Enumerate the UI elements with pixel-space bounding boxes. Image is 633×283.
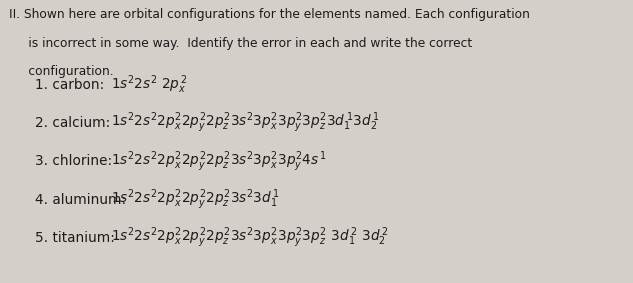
Text: $1s^{2}2s^{2}2p_{x}^{2}2p_{y}^{2}2p_{z}^{2}3s^{2}3p_{x}^{2}3p_{y}^{2}3p_{z}^{2}\: $1s^{2}2s^{2}2p_{x}^{2}2p_{y}^{2}2p_{z}^… — [111, 226, 388, 250]
Text: configuration.: configuration. — [9, 65, 114, 78]
Text: 3. chlorine:: 3. chlorine: — [35, 154, 121, 168]
Text: 2. calcium:: 2. calcium: — [35, 116, 119, 130]
Text: $1s^{2}2s^{2}\ 2p_{x}^{\,2}$: $1s^{2}2s^{2}\ 2p_{x}^{\,2}$ — [111, 74, 187, 96]
Text: $1s^{2}2s^{2}2p_{x}^{2}2p_{y}^{2}2p_{z}^{2}3s^{2}3d_{1}^{\,1}$: $1s^{2}2s^{2}2p_{x}^{2}2p_{y}^{2}2p_{z}^… — [111, 187, 280, 212]
Text: $1s^{2}2s^{2}2p_{x}^{2}2p_{y}^{2}2p_{z}^{2}3s^{2}3p_{x}^{2}3p_{y}^{2}3p_{z}^{2}3: $1s^{2}2s^{2}2p_{x}^{2}2p_{y}^{2}2p_{z}^… — [111, 111, 380, 135]
Text: 5. titanium:: 5. titanium: — [35, 231, 123, 245]
Text: 4. aluminum:: 4. aluminum: — [35, 192, 135, 207]
Text: 1. carbon:: 1. carbon: — [35, 78, 117, 92]
Text: $1s^{2}2s^{2}2p_{x}^{2}2p_{y}^{2}2p_{z}^{2}3s^{2}3p_{x}^{2}3p_{y}^{2}4s^{\,1}$: $1s^{2}2s^{2}2p_{x}^{2}2p_{y}^{2}2p_{z}^… — [111, 149, 327, 173]
Text: is incorrect in some way.  Identify the error in each and write the correct: is incorrect in some way. Identify the e… — [9, 37, 473, 50]
Text: II. Shown here are orbital configurations for the elements named. Each configura: II. Shown here are orbital configuration… — [9, 8, 530, 22]
